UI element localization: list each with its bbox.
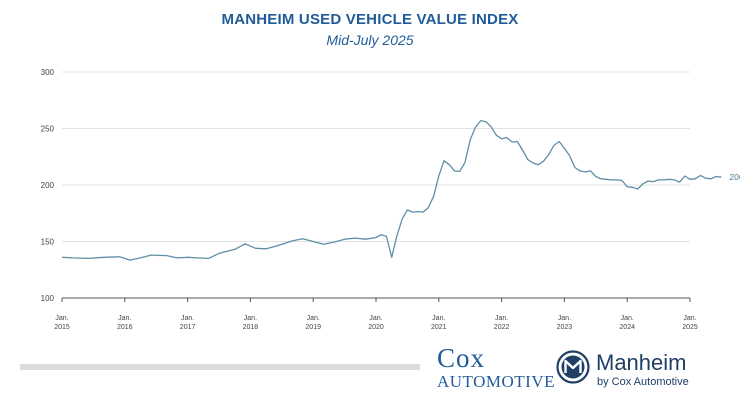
x-tick-year-label: 2023 bbox=[557, 324, 573, 331]
x-tick-year-label: 2021 bbox=[431, 324, 447, 331]
y-tick-label: 300 bbox=[41, 68, 55, 77]
x-tick-month-label: Jan. bbox=[369, 315, 382, 322]
y-tick-label: 250 bbox=[41, 125, 55, 134]
x-tick-month-label: Jan. bbox=[621, 315, 634, 322]
line-chart: 100 150 200 250 300 Jan. 2015 Jan. 2016 Jan. 2017 J… bbox=[41, 68, 740, 331]
x-tick-year-label: 2019 bbox=[305, 324, 321, 331]
series-line bbox=[61, 119, 722, 261]
manheim-m-icon bbox=[556, 350, 590, 384]
x-tick-year-label: 2025 bbox=[682, 324, 698, 331]
cox-logo-line2: AUTOMOTIVE bbox=[437, 372, 556, 391]
x-tick-month-label: Jan. bbox=[683, 315, 696, 322]
cox-automotive-logo: Cox AUTOMOTIVE bbox=[437, 343, 556, 391]
x-tick-year-label: 2022 bbox=[494, 324, 510, 331]
chart-subtitle: Mid-July 2025 bbox=[326, 32, 414, 48]
y-tick-label: 100 bbox=[41, 294, 55, 303]
x-tick-year-label: 2020 bbox=[368, 324, 384, 331]
x-tick-year-label: 2024 bbox=[619, 324, 635, 331]
y-tick-label: 150 bbox=[41, 238, 55, 247]
x-tick-month-label: Jan. bbox=[181, 315, 194, 322]
x-tick-year-label: 2016 bbox=[117, 324, 133, 331]
manheim-logo-tagline: by Cox Automotive bbox=[597, 376, 689, 388]
x-tick-month-label: Jan. bbox=[118, 315, 131, 322]
manheim-logo-name: Manheim bbox=[596, 350, 687, 375]
x-tick-month-label: Jan. bbox=[432, 315, 445, 322]
cox-logo-line1: Cox bbox=[437, 343, 486, 373]
x-tick-year-label: 2015 bbox=[54, 324, 70, 331]
x-tick-month-label: Jan. bbox=[244, 315, 257, 322]
x-tick-month-label: Jan. bbox=[55, 315, 68, 322]
x-tick-month-label: Jan. bbox=[558, 315, 571, 322]
x-tick-month-label: Jan. bbox=[495, 315, 508, 322]
x-tick-year-label: 2018 bbox=[243, 324, 259, 331]
divider-bar bbox=[20, 364, 420, 370]
end-value-label: 206.9 bbox=[729, 172, 740, 182]
y-tick-label: 200 bbox=[41, 181, 55, 190]
x-tick-year-label: 2017 bbox=[180, 324, 196, 331]
x-tick-month-label: Jan. bbox=[307, 315, 320, 322]
chart-title: MANHEIM USED VEHICLE VALUE INDEX bbox=[221, 11, 519, 28]
